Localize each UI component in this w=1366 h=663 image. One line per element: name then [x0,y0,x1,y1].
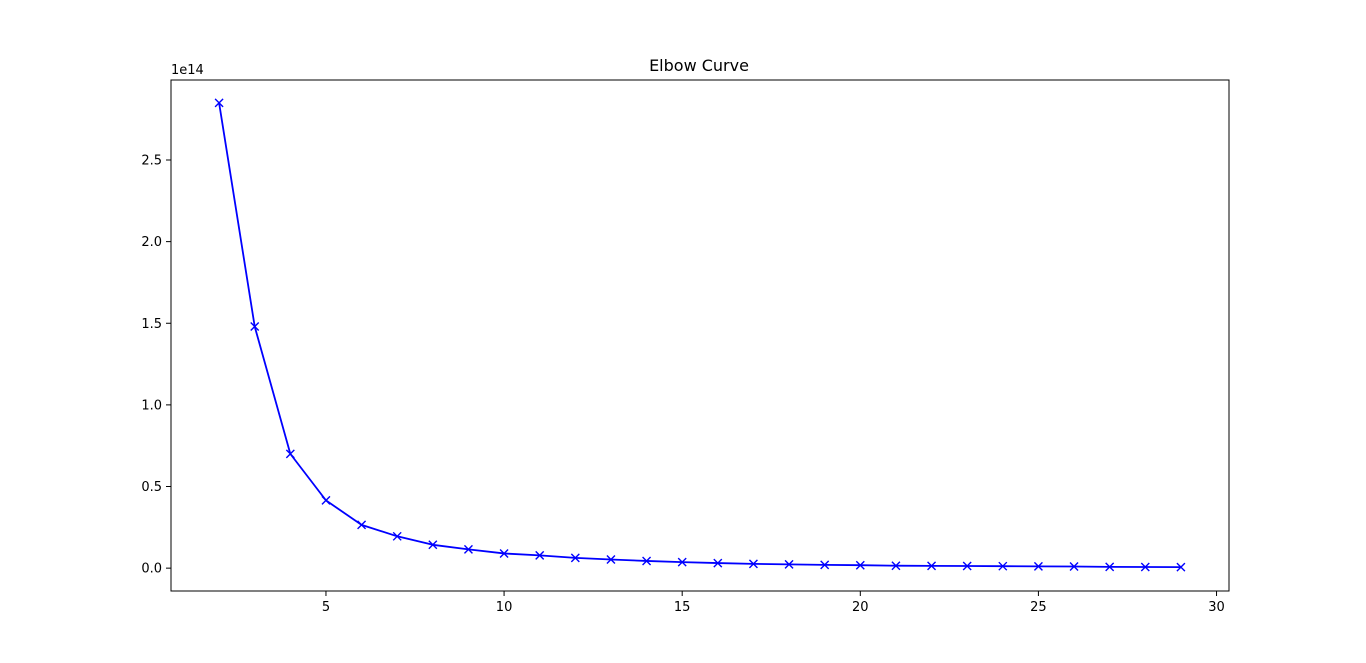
y-tick-label: 2.0 [141,235,162,250]
data-point-marker [820,560,830,570]
data-point-marker [998,561,1008,571]
x-tick-label: 25 [1030,600,1047,615]
data-point-marker [392,531,402,541]
axes-frame [170,79,1230,592]
x-tick-label: 5 [322,600,330,615]
y-tick-label: 1.0 [141,398,162,413]
data-point-marker [285,449,295,459]
y-tick-label: 2.5 [141,153,162,168]
series-line [218,102,1181,569]
data-point-marker [1176,562,1186,572]
data-point-marker [713,558,723,568]
y-tick-label: 0.0 [141,562,162,577]
x-tick-label: 20 [852,600,869,615]
data-point-marker [606,554,616,564]
x-tick-label: 30 [1208,600,1225,615]
y-tick-label: 0.5 [141,480,162,495]
data-point-marker [1069,562,1079,572]
y-axis-offset-label: 1e14 [171,63,204,78]
data-point-marker [677,557,687,567]
data-point-marker [570,553,580,563]
x-tick-label: 15 [674,600,691,615]
data-point-marker [784,559,794,569]
data-point-marker [855,560,865,570]
data-point-marker [1105,562,1115,572]
data-point-marker [891,561,901,571]
data-point-marker [1140,562,1150,572]
data-point-marker [428,540,438,550]
data-point-marker [321,495,331,505]
y-tick-label: 1.5 [141,317,162,332]
data-point-marker [357,520,367,530]
data-point-marker [250,322,260,332]
data-point-marker [927,561,937,571]
data-point-marker [748,559,758,569]
data-point-marker [1033,561,1043,571]
x-tick-label: 10 [496,600,513,615]
plot-area: 5 10 15 20 25 30 0.0 0.5 1.0 1.5 2.0 2.5 [141,79,1230,615]
data-point-marker [962,561,972,571]
data-point-marker [463,544,473,554]
data-point-marker [535,550,545,560]
chart-title: Elbow Curve [649,56,749,75]
data-point-marker [642,556,652,566]
data-point-marker [499,548,509,558]
data-point-marker [214,98,224,108]
